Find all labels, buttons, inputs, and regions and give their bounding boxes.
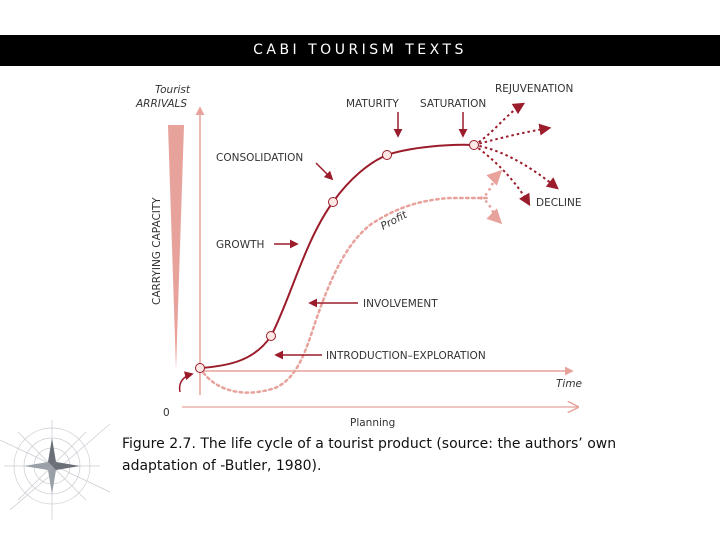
caption-line-1: Figure 2.7. The life cycle of a tourist … (122, 436, 617, 452)
growth-label: GROWTH (216, 239, 264, 251)
stage-point-involvement (266, 331, 276, 341)
planning-label: Planning (350, 417, 395, 429)
start-arrow (178, 371, 194, 393)
involvement-label: INVOLVEMENT (363, 298, 438, 310)
profit-branch-up (479, 169, 503, 200)
y-axis-label-line2: ARRIVALS (135, 98, 187, 110)
decline-branch-1 (473, 144, 559, 190)
tourist-area-life-cycle-diagram: CARRYING CAPACITY Tourist ARRIVALS Time … (135, 83, 582, 429)
consolidation-arrow (315, 162, 334, 181)
profit-curve (198, 196, 492, 394)
x-axis-label: Time (556, 378, 582, 390)
consolidation-label: CONSOLIDATION (216, 152, 303, 164)
figure-caption: Figure 2.7. The life cycle of a tourist … (122, 433, 682, 477)
carrying-capacity-wedge (168, 125, 184, 370)
profit-branch-down (479, 196, 503, 225)
profit-label: Profit (379, 209, 410, 233)
rejuvenation-branch-2 (473, 123, 552, 146)
arrivals-curve (199, 143, 475, 369)
introduction-label: INTRODUCTION–EXPLORATION (326, 350, 486, 362)
y-axis-label-line1: Tourist (155, 84, 191, 96)
decline-label: DECLINE (536, 197, 582, 209)
header-bar: CABI TOURISM TEXTS (0, 35, 720, 66)
stage-point-saturation (469, 140, 479, 150)
stage-point-maturity (382, 150, 392, 160)
header-title: CABI TOURISM TEXTS (253, 42, 467, 58)
rejuvenation-branch-1 (473, 102, 526, 146)
carrying-capacity-label: CARRYING CAPACITY (151, 197, 163, 305)
decline-branch-2 (473, 144, 531, 207)
stage-point-start (195, 363, 205, 373)
saturation-label: SATURATION (420, 98, 486, 110)
maturity-label: MATURITY (346, 98, 399, 110)
origin-label: 0 (163, 407, 170, 419)
rejuvenation-label: REJUVENATION (495, 83, 573, 95)
caption-line-2: adaptation of -Butler, 1980). (122, 458, 322, 474)
stage-point-growth (328, 197, 338, 207)
compass-rose-icon (0, 420, 111, 520)
